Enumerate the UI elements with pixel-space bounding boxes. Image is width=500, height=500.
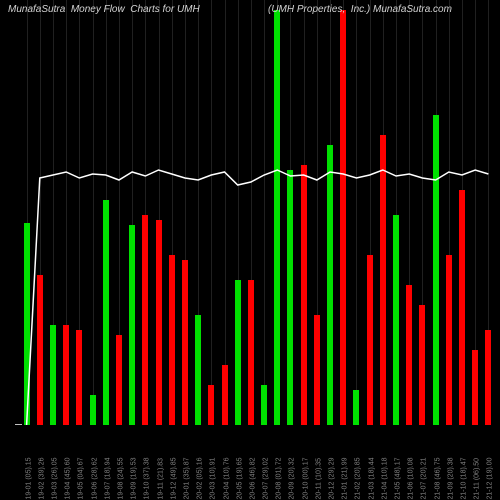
x-axis-label: 19-07 (18).94 [104, 457, 111, 499]
x-axis-label: 21-09 (20).38 [447, 457, 454, 499]
x-axis-label: 21-11 (06).50 [474, 458, 481, 500]
x-axis-label: 21-06 (10).08 [408, 457, 415, 499]
x-axis-label: 19-05 (04).67 [78, 457, 85, 499]
x-axis-label: 20-11 (10).35 [315, 458, 322, 500]
x-axis-label: 21-03 (18).44 [368, 457, 375, 499]
x-axis-label: 19-12 (49).85 [170, 457, 177, 499]
x-axis-label: 19-10 (37).38 [144, 457, 151, 499]
x-axis-label: 20-04 (10).76 [223, 457, 230, 499]
x-axis-label: 19-03 (26).05 [51, 457, 58, 499]
x-axis-label: 20-02 (05).16 [197, 457, 204, 499]
x-axis-label: 21-08 (46).75 [434, 457, 441, 499]
x-axis-label: 19-04 (45).60 [65, 457, 72, 499]
x-axis-label: 19-09 (19).53 [131, 457, 138, 499]
x-axis-label: 20-12 (29).29 [329, 457, 336, 499]
x-axis-label: 21-02 (20).85 [355, 457, 362, 499]
chart-container: MunafaSutra Money Flow Charts for UMH (UM… [0, 0, 500, 500]
x-axis-label: 19-02 (39).26 [38, 457, 45, 499]
x-axis-label: 20-07 (29).02 [263, 457, 270, 499]
x-axis-label: 20-06 (46).82 [249, 457, 256, 499]
x-axis-label: 20-10 (00).17 [302, 457, 309, 499]
x-axis-label: 19-11 (21).83 [157, 458, 164, 500]
x-axis-label: 19-06 (28).62 [91, 457, 98, 499]
x-axis-label: 21-10 (18).47 [461, 457, 468, 499]
x-axis-label: 21-12 (19).00 [487, 457, 494, 499]
x-axis-label: 19-08 (24).55 [117, 457, 124, 499]
x-axis-label: 21-04 (10).18 [381, 457, 388, 499]
price-line-overlay [0, 0, 500, 425]
x-axis-label: 20-01 (35).87 [183, 457, 190, 499]
x-axis-label: 21-05 (48).17 [395, 457, 402, 499]
x-axis-label: 20-03 (10).91 [210, 457, 217, 499]
chart-title: MunafaSutra Money Flow Charts for UMH(UM… [8, 4, 200, 15]
x-axis-label: 20-05 (19).65 [236, 457, 243, 499]
x-axis-label: 20-09 (20).32 [289, 457, 296, 499]
x-axis-label: 20-08 (01).72 [276, 457, 283, 499]
title-left: MunafaSutra Money Flow Charts for UMH [8, 4, 200, 15]
x-axis-label: 19-01 (05).15 [25, 457, 32, 499]
x-axis-label: 21-01 (21).99 [342, 457, 349, 499]
x-axis-label: 21-07 (20).21 [421, 457, 428, 499]
price-line [15, 170, 488, 425]
title-right: (UMH Properties, Inc.) MunafaSutra.com [268, 4, 452, 15]
x-axis-labels: 19-01 (05).15 19-02 (39).26 19-03 (26).05 1… [0, 428, 500, 500]
